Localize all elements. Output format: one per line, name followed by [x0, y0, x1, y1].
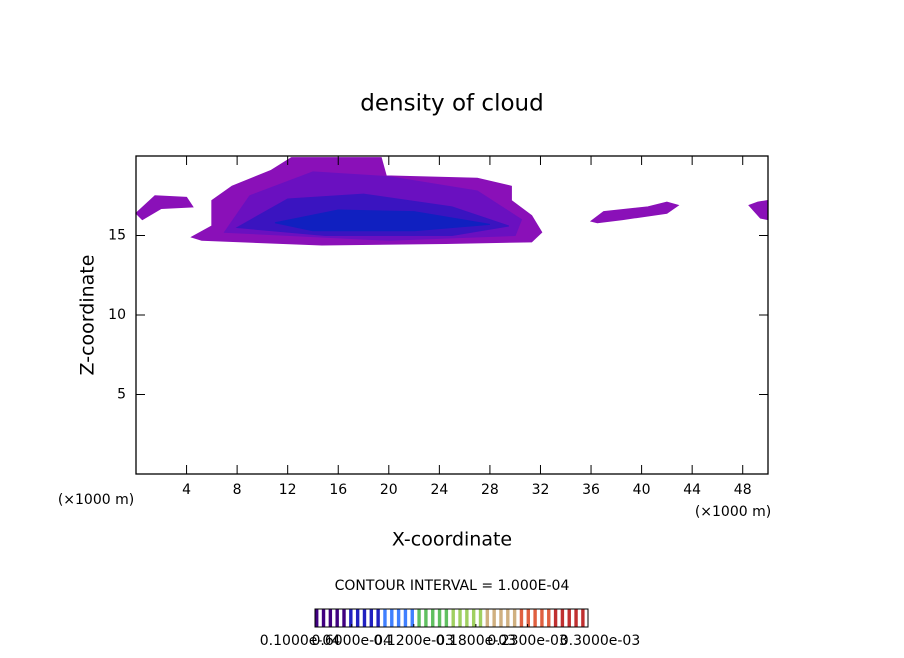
colorbar-stripe [396, 609, 401, 627]
contour-region [274, 209, 491, 232]
x-tick-label: 24 [430, 482, 448, 498]
colorbar-label: 0.6000e-04 [311, 633, 392, 649]
colorbar-stripe [410, 609, 414, 627]
x-tick-label: 12 [279, 482, 297, 498]
x-unit-left: (×1000 m) [58, 492, 134, 508]
colorbar-stripe [403, 609, 408, 627]
x-tick-label: 32 [532, 482, 550, 498]
colorbar-label: 0.1800e-03 [436, 633, 516, 649]
colorbar-stripe [362, 609, 367, 627]
x-axis-label: X-coordinate [392, 529, 512, 551]
colorbar-stripe [328, 609, 333, 627]
colorbar-stripe [492, 609, 496, 627]
colorbar-frame [314, 608, 589, 628]
colorbar-stripe [376, 609, 380, 627]
colorbar-label: 0.1200e-03 [374, 633, 454, 649]
contour-region [135, 195, 194, 221]
colorbar-label: 0.2300e-03 [487, 633, 567, 649]
y-axis-label: Z-coordinate [77, 255, 99, 376]
colorbar-stripe [581, 609, 585, 627]
x-tick-label: 44 [683, 482, 701, 498]
colorbar-stripe [349, 609, 353, 627]
colorbar-label: 0.3000e-03 [560, 633, 640, 649]
x-tick-label: 20 [380, 482, 398, 498]
y-tick-label: 15 [108, 228, 126, 244]
colorbar-stripe [574, 609, 578, 627]
x-unit-right: (×1000 m) [695, 504, 771, 520]
colorbar-stripe [547, 609, 551, 627]
colorbar-stripe [485, 609, 490, 627]
colorbar-stripe [458, 609, 462, 627]
colorbar-stripe [431, 609, 435, 627]
contour-interval: CONTOUR INTERVAL = 1.000E-04 [335, 578, 570, 594]
x-tick-label: 4 [182, 482, 191, 498]
colorbar-stripe [321, 609, 326, 627]
x-tick-label: 40 [633, 482, 651, 498]
colorbar-stripe [478, 609, 483, 627]
colorbar-stripe [437, 609, 442, 627]
colorbar-stripe [369, 609, 374, 627]
colorbar-stripe [533, 609, 537, 627]
colorbar-stripe [567, 609, 571, 627]
colorbar-stripe [519, 609, 524, 627]
colorbar-stripe [342, 609, 346, 627]
colorbar-stripe [526, 609, 530, 627]
colorbar-stripe [512, 609, 517, 627]
colorbar-stripe [471, 609, 476, 627]
colorbar-stripe [424, 609, 428, 627]
colorbar-stripe [506, 609, 510, 627]
colorbar-stripe [390, 609, 394, 627]
y-tick-label: 10 [108, 307, 126, 323]
colorbar-stripe [315, 609, 319, 627]
colorbar-stripe [553, 609, 558, 627]
colorbar-label: 0.1000e-04 [260, 633, 341, 649]
colorbar-stripe [465, 609, 469, 627]
colorbar-stripe [417, 609, 421, 627]
contour-region [589, 201, 680, 224]
colorbar-stripe [355, 609, 360, 627]
x-tick-label: 28 [481, 482, 499, 498]
colorbar-stripe [451, 609, 455, 627]
colorbar-stripe [444, 609, 449, 627]
chart-title: density of cloud [360, 91, 543, 117]
colorbar-stripe [499, 609, 503, 627]
x-tick-label: 8 [233, 482, 242, 498]
contour-region [748, 199, 769, 221]
x-tick-label: 16 [329, 482, 347, 498]
x-tick-label: 48 [734, 482, 752, 498]
colorbar-stripe [335, 609, 339, 627]
y-tick-label: 5 [117, 387, 126, 403]
colorbar-stripe [383, 609, 387, 627]
colorbar-stripe [560, 609, 565, 627]
colorbar-stripe [540, 609, 544, 627]
x-tick-label: 36 [582, 482, 600, 498]
